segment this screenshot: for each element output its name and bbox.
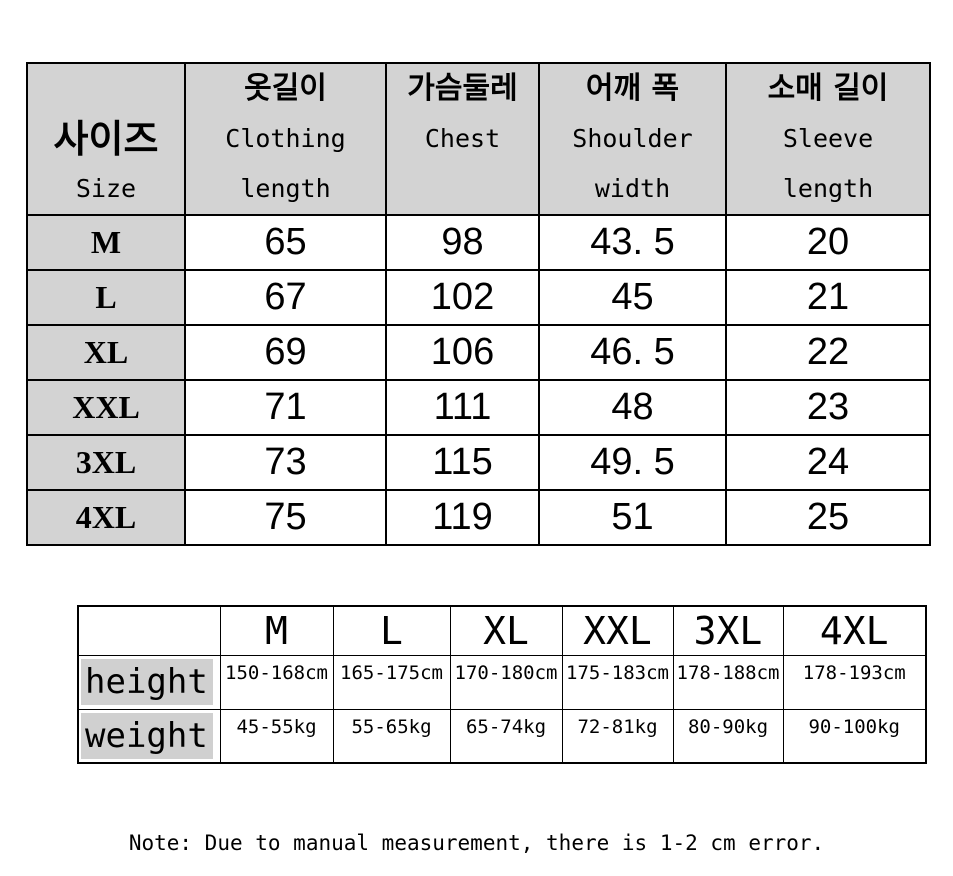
empty-header-line [29,65,183,114]
sleeve-length-value: 21 [725,269,931,326]
weight-row-label-cell: weight [77,708,221,764]
size-row-xl: XL 69 106 46. 5 22 [26,324,931,381]
height-row-label-cell: height [77,654,221,710]
size-row-xxl: XXL 71 111 48 23 [26,379,931,436]
size-row-label: 3XL [26,434,186,491]
fit-size-header: L [332,605,451,656]
chest-value: 102 [385,269,540,326]
shoulder-width-value: 43. 5 [538,214,727,271]
size-row-label: M [26,214,186,271]
fit-size-header: XL [449,605,563,656]
col-header-english-2: width [594,174,671,203]
col-header-english: Chest [424,124,501,153]
chest-value: 115 [385,434,540,491]
sleeve-length-value: 22 [725,324,931,381]
col-header-english-2 [388,164,537,213]
sleeve-length-value: 20 [725,214,931,271]
col-header-clothing-length: 옷길이 Clothing length [184,62,387,216]
col-header-english: Sleeve [782,124,874,153]
height-value: 175-183cm [561,654,674,710]
fit-size-header: 3XL [672,605,784,656]
size-column-header: 사이즈 Size [26,62,186,216]
size-row-l: L 67 102 45 21 [26,269,931,326]
size-header-korean: 사이즈 [53,117,159,161]
col-header-korean: 소매 길이 [767,71,889,106]
height-value: 178-193cm [782,654,927,710]
height-value: 165-175cm [332,654,451,710]
fit-size-header: 4XL [782,605,927,656]
height-weight-table: M L XL XXL 3XL 4XL height 150-168cm 165-… [77,605,927,764]
chest-value: 119 [385,489,540,546]
col-header-chest: 가슴둘레 Chest [385,62,540,216]
chest-value: 111 [385,379,540,436]
shoulder-width-value: 51 [538,489,727,546]
measurement-note: Note: Due to manual measurement, there i… [128,831,825,855]
fit-size-header: M [219,605,334,656]
clothing-length-value: 73 [184,434,387,491]
chest-value: 98 [385,214,540,271]
size-row-m: M 65 98 43. 5 20 [26,214,931,271]
clothing-length-value: 67 [184,269,387,326]
height-label: height [81,659,213,705]
fit-table-header-row: M L XL XXL 3XL 4XL [77,605,927,656]
shoulder-width-value: 46. 5 [538,324,727,381]
weight-value: 55-65kg [332,708,451,764]
size-row-label: XL [26,324,186,381]
col-header-english: Shoulder [572,124,693,153]
chest-value: 106 [385,324,540,381]
size-row-label: L [26,269,186,326]
clothing-length-value: 75 [184,489,387,546]
col-header-shoulder-width: 어깨 폭 Shoulder width [538,62,727,216]
sleeve-length-value: 24 [725,434,931,491]
fit-size-header: XXL [561,605,674,656]
col-header-korean: 어깨 폭 [585,71,680,106]
sleeve-length-value: 23 [725,379,931,436]
weight-value: 72-81kg [561,708,674,764]
size-measurements-table: 사이즈 Size 옷길이 Clothing length 가슴둘레 Chest … [26,62,931,546]
weight-value: 90-100kg [782,708,927,764]
height-value: 150-168cm [219,654,334,710]
col-header-sleeve-length: 소매 길이 Sleeve length [725,62,931,216]
col-header-korean: 옷길이 [244,71,327,106]
size-header-english: Size [75,174,137,203]
weight-value: 65-74kg [449,708,563,764]
col-header-english: Clothing [225,124,346,153]
height-value: 170-180cm [449,654,563,710]
clothing-length-value: 65 [184,214,387,271]
shoulder-width-value: 48 [538,379,727,436]
size-row-3xl: 3XL 73 115 49. 5 24 [26,434,931,491]
col-header-english-2: length [782,174,874,203]
height-value: 178-188cm [672,654,784,710]
size-row-label: 4XL [26,489,186,546]
sleeve-length-value: 25 [725,489,931,546]
shoulder-width-value: 49. 5 [538,434,727,491]
weight-value: 80-90kg [672,708,784,764]
shoulder-width-value: 45 [538,269,727,326]
height-row: height 150-168cm 165-175cm 170-180cm 175… [77,654,927,710]
col-header-korean: 가슴둘레 [407,71,518,106]
size-row-label: XXL [26,379,186,436]
fit-table-corner-cell [77,605,221,656]
weight-value: 45-55kg [219,708,334,764]
clothing-length-value: 69 [184,324,387,381]
size-row-4xl: 4XL 75 119 51 25 [26,489,931,546]
size-table-header-row: 사이즈 Size 옷길이 Clothing length 가슴둘레 Chest … [26,62,931,216]
clothing-length-value: 71 [184,379,387,436]
col-header-english-2: length [240,174,331,203]
weight-row: weight 45-55kg 55-65kg 65-74kg 72-81kg 8… [77,708,927,764]
weight-label: weight [81,712,213,759]
